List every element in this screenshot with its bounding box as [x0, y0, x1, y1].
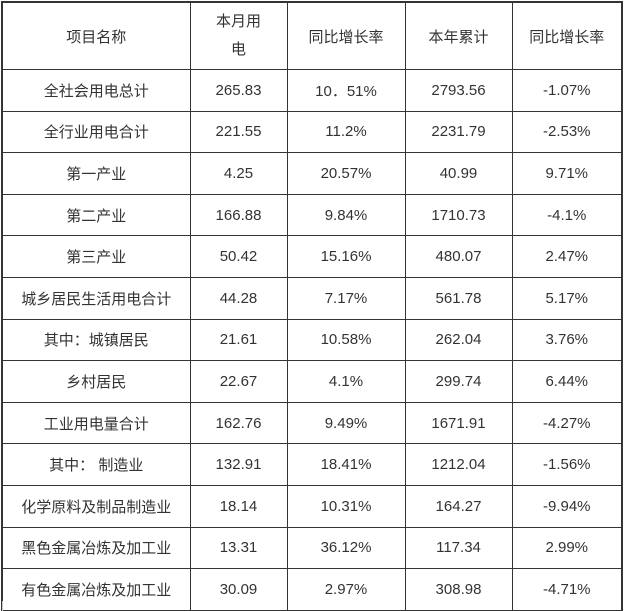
month-yoy-cell: 7.17%: [286, 276, 406, 320]
year-total-cell: 2793.56: [404, 69, 513, 112]
year-yoy-cell: -1.07%: [511, 69, 623, 112]
year-yoy-cell: 2.99%: [511, 526, 623, 570]
year-total-cell: 1710.73: [404, 193, 513, 237]
year-yoy-cell: -1.56%: [511, 443, 623, 486]
month-usage-cell: 21.61: [189, 318, 288, 362]
year-yoy-cell: 9.71%: [511, 152, 623, 195]
year-total-cell: 2231.79: [404, 110, 513, 154]
year-total-cell: 480.07: [404, 235, 513, 278]
table-row: 工业用电量合计 162.76 9.49% 1671.91 -4.27%: [1, 401, 623, 445]
year-total-cell: 1671.91: [404, 401, 513, 445]
table-row: 第二产业 166.88 9.84% 1710.73 -4.1%: [1, 193, 623, 237]
project-name-cell: 乡村居民: [1, 360, 191, 403]
header-month-yoy-label: 同比增长率: [308, 28, 384, 46]
month-yoy-cell: 20.57%: [286, 152, 406, 195]
year-total-cell: 164.27: [404, 484, 513, 528]
month-usage-cell: 4.25: [189, 152, 288, 195]
header-project-name-label: 项目名称: [66, 28, 127, 46]
project-name-cell: 黑色金属冶炼及加工业: [1, 526, 191, 570]
table-row: 化学原料及制品制造业 18.14 10.31% 164.27 -9.94%: [1, 484, 623, 528]
project-name-cell: 城乡居民生活用电合计: [1, 276, 191, 320]
year-total-cell: 299.74: [404, 360, 513, 403]
cutoff-border-stub: [2, 601, 3, 611]
year-yoy-cell: -2.53%: [511, 110, 623, 154]
month-yoy-cell: 9.49%: [286, 401, 406, 445]
table-row: 第一产业 4.25 20.57% 40.99 9.71%: [1, 152, 623, 195]
month-yoy-cell: 36.12%: [286, 526, 406, 570]
month-usage-cell: 162.76: [189, 401, 288, 445]
project-name-cell: 全社会用电总计: [1, 69, 191, 112]
table-row: 全行业用电合计 221.55 11.2% 2231.79 -2.53%: [1, 110, 623, 154]
project-name-cell: 第一产业: [1, 152, 191, 195]
header-month-usage-label: 本月用电: [215, 12, 261, 59]
month-usage-cell: 166.88: [189, 193, 288, 237]
month-yoy-cell: 11.2%: [286, 110, 406, 154]
project-name-cell: 工业用电量合计: [1, 401, 191, 445]
table-row: 乡村居民 22.67 4.1% 299.74 6.44%: [1, 360, 623, 403]
header-year-yoy: 同比增长率: [511, 1, 623, 70]
year-yoy-cell: -4.27%: [511, 401, 623, 445]
month-yoy-cell: 4.1%: [286, 360, 406, 403]
month-usage-cell: 132.91: [189, 443, 288, 486]
header-year-total: 本年累计: [404, 1, 513, 70]
year-yoy-cell: 6.44%: [511, 360, 623, 403]
project-name-cell: 其中：城镇居民: [1, 318, 191, 362]
table-row: 全社会用电总计 265.83 10．51% 2793.56 -1.07%: [1, 69, 623, 112]
table-row: 其中： 制造业 132.91 18.41% 1212.04 -1.56%: [1, 443, 623, 486]
month-yoy-cell: 18.41%: [286, 443, 406, 486]
year-yoy-cell: -4.1%: [511, 193, 623, 237]
header-month-usage: 本月用电: [189, 1, 288, 70]
year-total-cell: 1212.04: [404, 443, 513, 486]
header-project-name: 项目名称: [1, 1, 191, 70]
month-usage-cell: 18.14: [189, 484, 288, 528]
year-yoy-cell: 3.76%: [511, 318, 623, 362]
month-yoy-cell: 10.31%: [286, 484, 406, 528]
month-usage-cell: 44.28: [189, 276, 288, 320]
year-yoy-cell: -9.94%: [511, 484, 623, 528]
month-yoy-cell: 9.84%: [286, 193, 406, 237]
project-name-cell: 第三产业: [1, 235, 191, 278]
month-usage-cell: 221.55: [189, 110, 288, 154]
month-usage-cell: 22.67: [189, 360, 288, 403]
project-name-cell: 化学原料及制品制造业: [1, 484, 191, 528]
year-total-cell: 561.78: [404, 276, 513, 320]
year-yoy-cell: 2.47%: [511, 235, 623, 278]
month-yoy-cell: 15.16%: [286, 235, 406, 278]
project-name-cell: 其中： 制造业: [1, 443, 191, 486]
year-yoy-cell: 5.17%: [511, 276, 623, 320]
table-header: 项目名称 本月用电 同比增长率 本年累计 同比增长率: [1, 1, 623, 70]
month-yoy-cell: 10.58%: [286, 318, 406, 362]
month-yoy-cell: 2.97%: [286, 568, 406, 611]
table-row: 其中：城镇居民 21.61 10.58% 262.04 3.76%: [1, 318, 623, 362]
project-name-cell: 第二产业: [1, 193, 191, 237]
month-usage-cell: 265.83: [189, 69, 288, 112]
month-yoy-cell: 10．51%: [286, 69, 406, 112]
table-row: 城乡居民生活用电合计 44.28 7.17% 561.78 5.17%: [1, 276, 623, 320]
header-row: 项目名称 本月用电 同比增长率 本年累计 同比增长率: [1, 1, 623, 70]
year-total-cell: 262.04: [404, 318, 513, 362]
year-total-cell: 117.34: [404, 526, 513, 570]
month-usage-cell: 50.42: [189, 235, 288, 278]
table-row: 有色金属冶炼及加工业 30.09 2.97% 308.98 -4.71%: [1, 568, 623, 611]
table-row: 黑色金属冶炼及加工业 13.31 36.12% 117.34 2.99%: [1, 526, 623, 570]
project-name-cell: 有色金属冶炼及加工业: [1, 568, 191, 611]
header-month-yoy: 同比增长率: [286, 1, 406, 70]
month-usage-cell: 30.09: [189, 568, 288, 611]
header-year-yoy-label: 同比增长率: [529, 28, 605, 46]
month-usage-cell: 13.31: [189, 526, 288, 570]
table-body: 全社会用电总计 265.83 10．51% 2793.56 -1.07% 全行业…: [1, 69, 623, 611]
year-total-cell: 308.98: [404, 568, 513, 611]
project-name-cell: 全行业用电合计: [1, 110, 191, 154]
header-year-total-label: 本年累计: [428, 28, 489, 46]
year-total-cell: 40.99: [404, 152, 513, 195]
table-row: 第三产业 50.42 15.16% 480.07 2.47%: [1, 235, 623, 278]
year-yoy-cell: -4.71%: [511, 568, 623, 611]
